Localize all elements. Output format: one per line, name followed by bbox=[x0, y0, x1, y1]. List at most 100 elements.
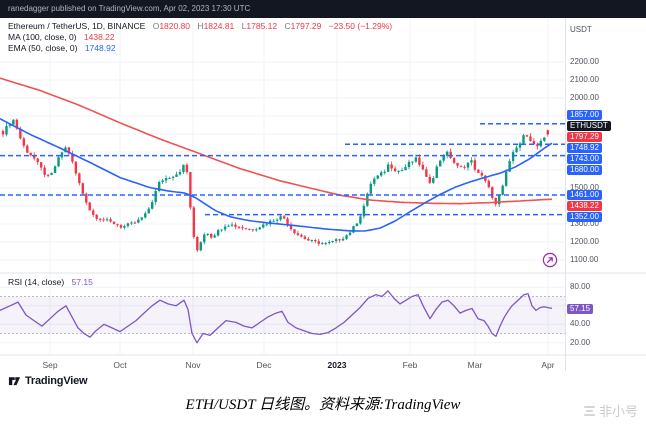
candle-body bbox=[126, 223, 130, 227]
candle-body bbox=[511, 152, 515, 162]
candle-body bbox=[57, 157, 60, 167]
symbol-legend-row[interactable]: Ethereum / TetherUS, 1D, BINANCE O1820.8… bbox=[8, 21, 392, 32]
candle-body bbox=[369, 183, 373, 194]
candle-body bbox=[39, 162, 43, 168]
candle-body bbox=[282, 216, 286, 219]
price-scale[interactable] bbox=[565, 18, 646, 355]
candle-body bbox=[210, 233, 213, 238]
annotation-arrow-icon[interactable] bbox=[542, 252, 558, 268]
low-value: 1785.12 bbox=[246, 21, 278, 31]
candle-body bbox=[435, 166, 438, 179]
candle-body bbox=[258, 227, 261, 230]
candle-body bbox=[12, 119, 15, 125]
candle-body bbox=[456, 162, 459, 166]
candle-body bbox=[199, 242, 202, 251]
candle-body bbox=[518, 143, 522, 148]
candle-body bbox=[414, 157, 418, 162]
image-caption: ETH/USDT 日线图。资料来源:TradingView bbox=[185, 397, 461, 413]
candle-body bbox=[36, 158, 39, 163]
candle-body bbox=[525, 135, 529, 137]
symbol-title: Ethereum / TetherUS, 1D, BINANCE bbox=[8, 21, 146, 31]
candle-body bbox=[92, 210, 95, 215]
candle-body bbox=[390, 164, 393, 169]
candle-body bbox=[19, 128, 22, 139]
candle-body bbox=[494, 197, 497, 205]
candle-body bbox=[248, 228, 251, 230]
candle-body bbox=[161, 180, 164, 182]
rsi-legend-row[interactable]: RSI (14, close) 57.15 bbox=[8, 277, 93, 287]
candle-body bbox=[50, 172, 53, 175]
candle-body bbox=[119, 225, 123, 228]
candle-body bbox=[74, 161, 78, 174]
candle-body bbox=[275, 219, 279, 221]
candle-body bbox=[203, 234, 206, 243]
candle-body bbox=[144, 213, 147, 218]
candle-body bbox=[168, 177, 171, 179]
candle-body bbox=[137, 219, 140, 223]
candle-body bbox=[265, 224, 268, 226]
candle-body bbox=[536, 144, 539, 147]
candle-body bbox=[327, 242, 331, 244]
high-value: 1824.81 bbox=[203, 21, 235, 31]
candle-body bbox=[498, 194, 501, 205]
candle-body bbox=[473, 160, 477, 170]
candle-body bbox=[196, 236, 199, 251]
candle-body bbox=[216, 230, 220, 236]
candle-body bbox=[532, 140, 536, 145]
candle-body bbox=[491, 187, 494, 198]
candle-body bbox=[15, 119, 19, 129]
rsi-band bbox=[0, 296, 565, 334]
candle-body bbox=[452, 157, 456, 163]
candle-body bbox=[352, 226, 355, 233]
rsi-value: 57.15 bbox=[71, 277, 93, 287]
candle-body bbox=[324, 243, 327, 245]
ma-legend-row[interactable]: MA (100, close, 0) 1438.22 bbox=[8, 32, 392, 43]
close-value: 1797.29 bbox=[290, 21, 322, 31]
candle-body bbox=[227, 225, 230, 227]
candle-body bbox=[151, 202, 154, 209]
open-label: O bbox=[152, 21, 160, 31]
close-label: C bbox=[284, 21, 291, 31]
candle-body bbox=[213, 235, 216, 238]
ema-legend-row[interactable]: EMA (50, close, 0) 1748.92 bbox=[8, 43, 392, 54]
candle-body bbox=[171, 176, 175, 178]
candle-body bbox=[244, 228, 248, 230]
tradingview-logo-icon bbox=[8, 377, 21, 386]
candle-body bbox=[88, 202, 91, 211]
candle-body bbox=[272, 220, 275, 222]
candle-body bbox=[307, 238, 310, 241]
candle-body bbox=[105, 219, 109, 221]
candle-body bbox=[85, 193, 88, 203]
ema-title: EMA (50, close, 0) bbox=[8, 43, 78, 53]
candle-body bbox=[26, 145, 29, 153]
candle-body bbox=[477, 169, 480, 173]
candle-body bbox=[376, 175, 379, 179]
candle-body bbox=[296, 233, 300, 235]
candle-body bbox=[154, 190, 157, 203]
publish-bar: ranedagger published on TradingView.com,… bbox=[0, 0, 646, 18]
candle-body bbox=[78, 173, 81, 184]
candle-body bbox=[112, 221, 116, 225]
candle-body bbox=[116, 224, 119, 226]
candle-body bbox=[463, 166, 466, 168]
candle-body bbox=[102, 219, 105, 221]
time-scale[interactable] bbox=[0, 355, 565, 372]
candle-body bbox=[60, 152, 64, 158]
rsi-title: RSI (14, close) bbox=[8, 277, 65, 287]
candle-body bbox=[279, 216, 282, 220]
feixiaohao-logo-icon bbox=[583, 406, 595, 416]
candle-body bbox=[22, 138, 26, 146]
candle-body bbox=[133, 222, 137, 224]
tradingview-logo[interactable]: TradingView bbox=[8, 374, 88, 387]
candle-body bbox=[317, 241, 320, 244]
candle-body bbox=[314, 240, 317, 242]
candle-body bbox=[98, 218, 102, 220]
candle-body bbox=[95, 214, 98, 219]
candle-body bbox=[81, 183, 85, 194]
candle-body bbox=[522, 135, 525, 144]
candle-body bbox=[46, 174, 50, 176]
candle-body bbox=[393, 168, 397, 172]
candle-body bbox=[504, 171, 508, 186]
